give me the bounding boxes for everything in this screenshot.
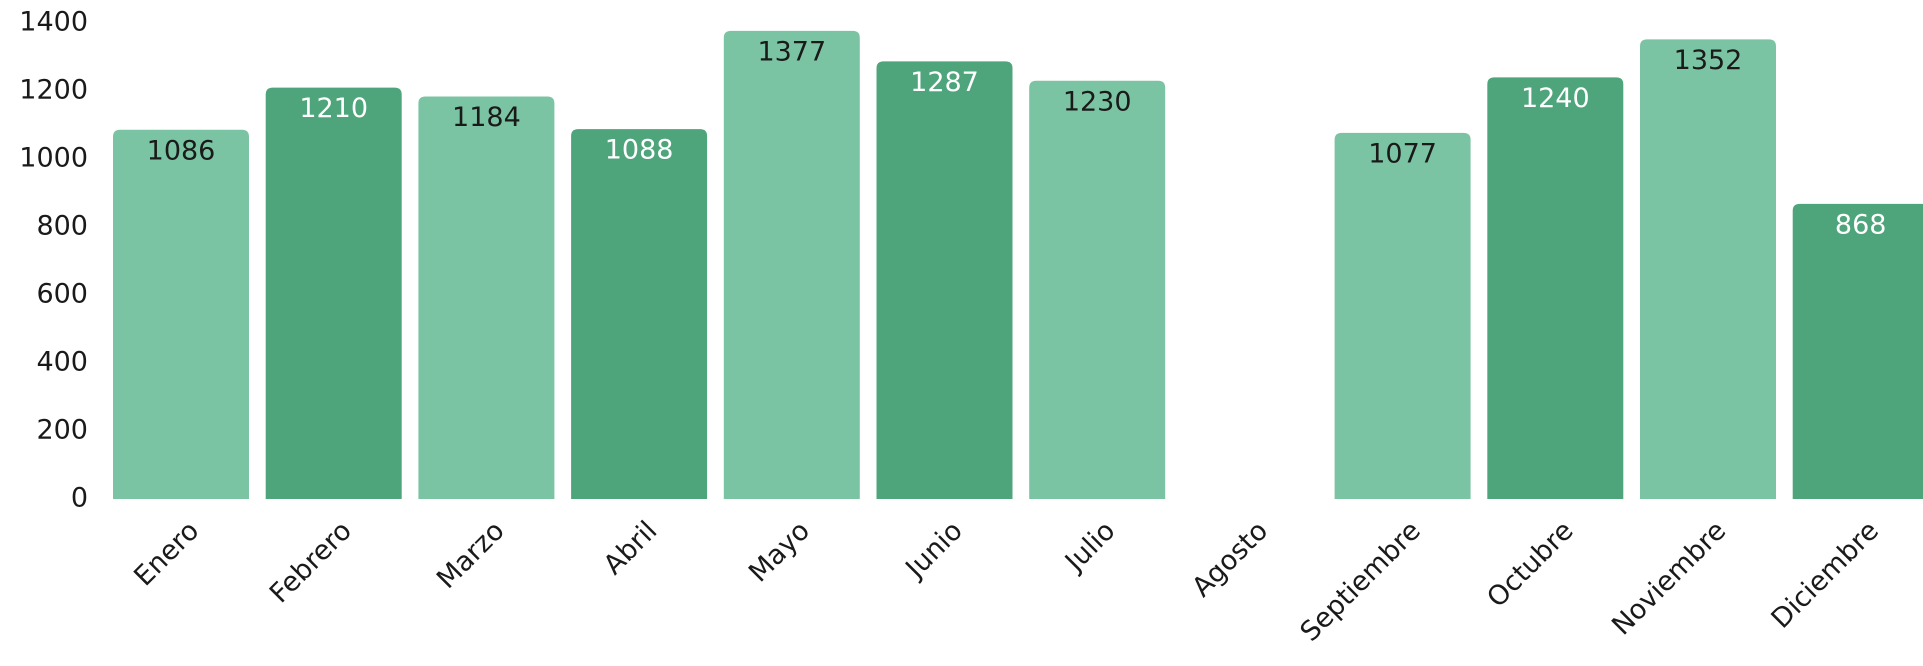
bar [1487, 77, 1624, 500]
x-tick-label: Agosto [1186, 515, 1274, 603]
x-tick-label: Noviembre [1606, 515, 1732, 641]
x-tick-label: Octubre [1481, 515, 1579, 613]
x-tick-label: Mayo [743, 515, 816, 588]
x-tick-label: Enero [128, 515, 205, 592]
value-label: 1230 [1063, 86, 1132, 117]
x-tick-label: Septiembre [1295, 515, 1427, 647]
x-tick-label: Diciembre [1766, 515, 1885, 634]
y-tick-label: 400 [36, 347, 88, 378]
bar [113, 129, 249, 499]
value-label: 1086 [147, 135, 216, 166]
y-tick-label: 1000 [19, 143, 88, 174]
bar [418, 96, 555, 499]
bar [1640, 39, 1776, 499]
x-tick-label: Julio [1058, 515, 1121, 578]
y-tick-label: 200 [36, 415, 88, 446]
y-tick-label: 600 [36, 279, 88, 310]
value-label: 1210 [299, 93, 368, 124]
value-label: 1240 [1521, 83, 1590, 114]
bar [265, 87, 402, 499]
x-tick-label: Abril [598, 515, 664, 581]
bar [876, 61, 1013, 500]
x-tick-label: Junio [899, 515, 969, 585]
bar [1029, 80, 1166, 500]
value-label: 1377 [757, 36, 826, 67]
value-label: 1077 [1368, 138, 1437, 169]
y-tick-label: 1400 [19, 7, 88, 38]
y-tick-label: 800 [36, 211, 88, 242]
value-label: 1088 [605, 135, 674, 166]
bar [723, 30, 860, 499]
bar [571, 129, 708, 499]
y-tick-label: 1200 [19, 75, 88, 106]
y-tick-label: 0 [71, 483, 88, 514]
value-label: 1184 [452, 102, 521, 133]
value-label: 1287 [910, 67, 979, 98]
bar [1792, 203, 1923, 499]
value-label: 868 [1835, 209, 1887, 240]
x-tick-label: Marzo [431, 515, 511, 595]
bar [1334, 132, 1471, 499]
x-tick-label: Febrero [264, 515, 358, 609]
value-label: 1352 [1674, 45, 1743, 76]
